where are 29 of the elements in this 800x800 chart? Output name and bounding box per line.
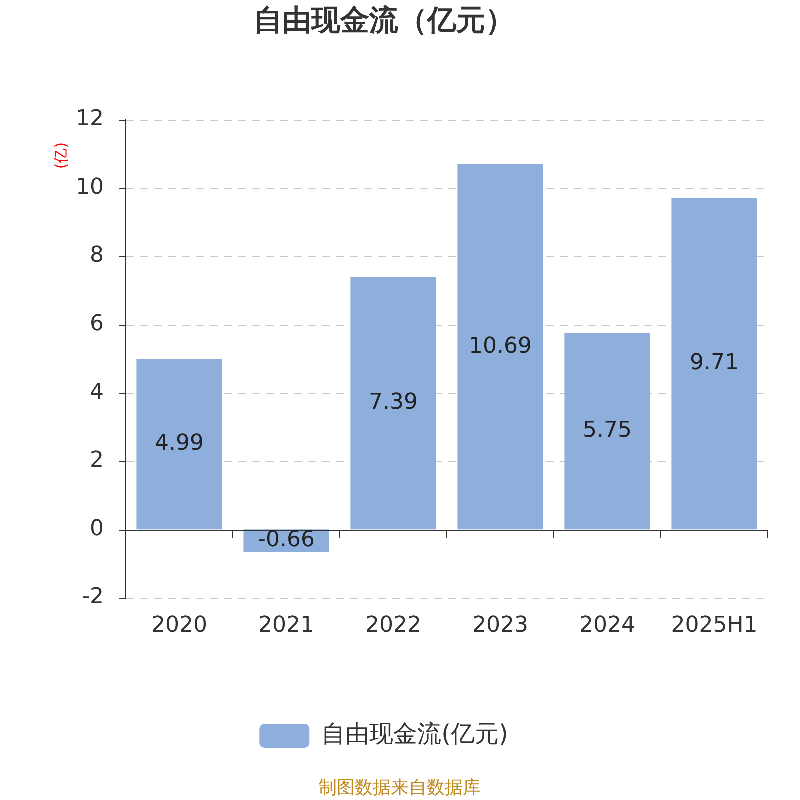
y-tick-label: -2 — [82, 584, 104, 610]
y-tick-label: 10 — [76, 174, 104, 200]
y-tick-label: 12 — [76, 106, 104, 132]
bar — [136, 359, 222, 530]
x-tick-label: 2025H1 — [671, 612, 758, 638]
data-label: 5.75 — [583, 418, 632, 444]
bar — [458, 164, 544, 530]
y-axis-title: (亿) — [52, 142, 70, 170]
data-label: 4.99 — [155, 431, 204, 456]
chart-title: 自由现金流（亿元） — [254, 2, 514, 37]
bar — [672, 198, 758, 530]
x-tick-label: 2023 — [472, 612, 528, 638]
data-label: 10.69 — [469, 334, 532, 359]
data-label: -0.66 — [258, 528, 315, 553]
y-tick-label: 6 — [90, 311, 104, 336]
x-tick-label: 2022 — [366, 612, 422, 638]
x-tick-label: 2020 — [152, 612, 208, 638]
bar — [564, 333, 650, 530]
bar — [350, 277, 436, 530]
x-tick-label: 2024 — [580, 612, 636, 638]
x-tick-label: 2021 — [258, 612, 314, 638]
legend-label: 自由现金流(亿元) — [322, 720, 508, 748]
y-tick-label: 4 — [90, 380, 104, 405]
data-label: 9.71 — [690, 350, 739, 376]
y-tick-label: 0 — [90, 516, 104, 542]
y-tick-label: 8 — [90, 243, 104, 268]
data-label: 7.39 — [369, 390, 418, 416]
text: 制图数据来自数据库 — [319, 778, 481, 799]
y-tick-label: 2 — [90, 448, 104, 474]
